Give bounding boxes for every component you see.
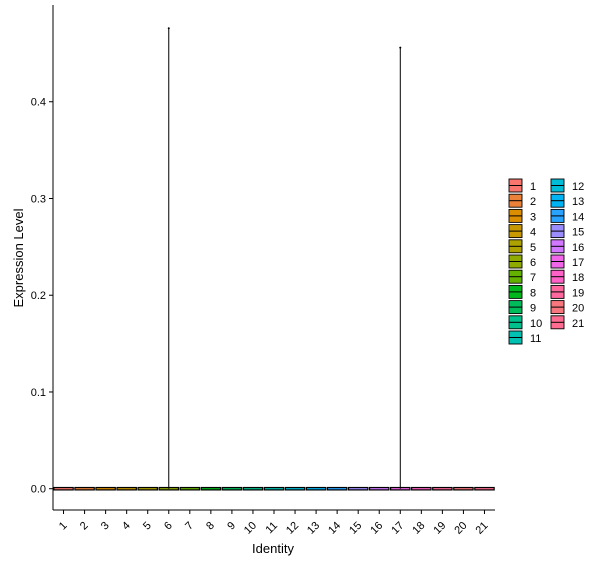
legend-item-13: 13 [550, 193, 584, 208]
legend-item-6: 6 [508, 254, 536, 269]
legend-item-5: 5 [508, 239, 536, 254]
legend-item-20: 20 [550, 300, 584, 315]
violin-12 [284, 486, 306, 491]
violin-3 [95, 486, 116, 491]
legend-label: 20 [572, 303, 584, 315]
violin-7 [179, 486, 201, 491]
violin-4 [116, 486, 137, 491]
violin-8 [200, 486, 222, 491]
legend-item-7: 7 [508, 269, 536, 284]
y-tick-label: 0.2 [31, 290, 46, 302]
violin-1 [53, 486, 74, 491]
legend-label: 17 [572, 257, 584, 269]
violin-18 [411, 486, 432, 491]
legend-label: 16 [572, 242, 584, 254]
y-tick-label: 0.3 [31, 193, 46, 205]
legend-label: 12 [572, 181, 584, 193]
legend-item-9: 9 [508, 300, 536, 315]
violin-5 [137, 486, 158, 491]
legend-label: 9 [530, 303, 536, 315]
legend-label: 21 [572, 318, 584, 330]
legend-label: 19 [572, 287, 584, 299]
legend-label: 4 [530, 227, 536, 239]
legend-item-19: 19 [550, 284, 584, 299]
y-axis-ticks: 0.0 0.1 0.2 0.3 0.4 [31, 97, 53, 496]
x-axis-title: Identity [252, 541, 294, 556]
legend-label: 13 [572, 196, 584, 208]
legend-label: 7 [530, 272, 536, 284]
violin-14 [326, 486, 348, 491]
violin-layer [53, 27, 495, 491]
legend-label: 11 [530, 333, 541, 345]
legend-item-11: 11 [508, 330, 541, 345]
legend-label: 15 [572, 227, 584, 239]
violin-19 [432, 486, 453, 491]
y-tick-label: 0.1 [31, 387, 46, 399]
legend-label: 14 [572, 211, 584, 223]
legend-label: 18 [572, 272, 584, 284]
legend-label: 6 [530, 257, 536, 269]
legend-label: 8 [530, 287, 536, 299]
legend-item-1: 1 [508, 178, 536, 193]
legend-item-3: 3 [508, 208, 536, 223]
legend-item-17: 17 [550, 254, 584, 269]
legend-item-8: 8 [508, 284, 536, 299]
legend-label: 5 [530, 242, 536, 254]
violin-max-point-6 [167, 27, 170, 30]
violin-13 [305, 486, 327, 491]
violin-16 [368, 486, 390, 491]
violin-21 [474, 486, 495, 491]
legend-item-12: 12 [550, 178, 584, 193]
violin-10 [242, 486, 264, 491]
legend-item-18: 18 [550, 269, 584, 284]
violin-15 [347, 486, 369, 491]
legend-item-14: 14 [550, 208, 584, 223]
violin-max-point-17 [399, 46, 402, 49]
legend-item-4: 4 [508, 224, 536, 239]
legend-item-15: 15 [550, 224, 584, 239]
legend-label: 1 [530, 181, 536, 193]
violin-2 [74, 486, 95, 491]
legend-label: 3 [530, 211, 536, 223]
legend-label: 2 [530, 196, 536, 208]
legend-item-16: 16 [550, 239, 584, 254]
y-axis-title: Expression Level [11, 208, 26, 307]
violin-20 [453, 486, 474, 491]
y-tick-label: 0.4 [31, 97, 46, 109]
legend-item-10: 10 [508, 315, 542, 330]
y-tick-label: 0.0 [31, 484, 46, 496]
legend-item-21: 21 [550, 315, 584, 330]
legend-item-2: 2 [508, 193, 536, 208]
violin-9 [221, 486, 243, 491]
legend-label: 10 [530, 318, 542, 330]
violin-11 [263, 486, 285, 491]
